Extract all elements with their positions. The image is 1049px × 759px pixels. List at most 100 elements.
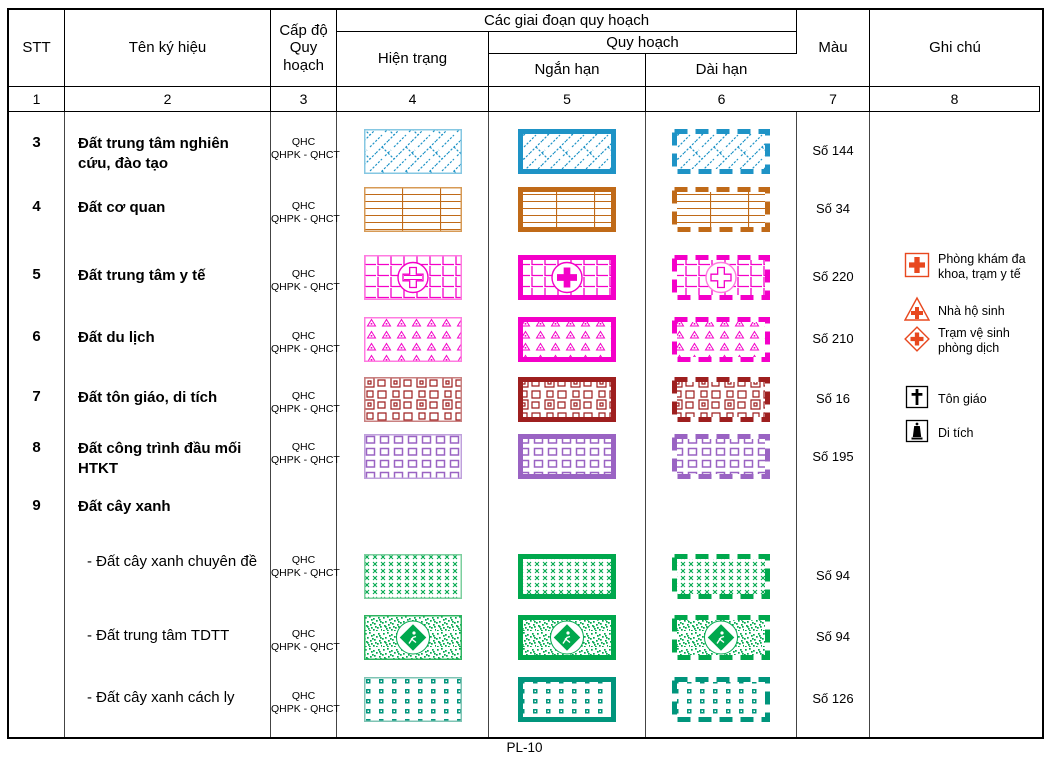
swatch-hien-trang (363, 434, 462, 484)
note-item: Tôn giáo (904, 384, 987, 413)
swatch-ngan-han (518, 129, 616, 179)
row-stt: 6 (32, 328, 41, 345)
row-name: Đất tôn giáo, di tích (78, 389, 218, 406)
swatch-ngan-han (518, 677, 616, 727)
row-color-number: Số 220 (812, 269, 854, 284)
relic-stupa-icon (904, 418, 930, 447)
swatch-ngan-han (518, 615, 616, 665)
swatch-dai-han (672, 129, 770, 179)
header-quy-hoach: Quy hoạch (489, 32, 797, 54)
swatch-dai-han (672, 187, 770, 237)
swatch-hien-trang (363, 187, 462, 237)
row-color-number: Số 195 (812, 449, 854, 464)
swatch-ngan-han (518, 317, 616, 367)
header-stt: STT (9, 10, 65, 87)
row-name: Đất công trình đầu mối HTKT (78, 440, 242, 477)
col-number-5: 5 (489, 87, 646, 112)
swatch-dai-han (672, 677, 770, 727)
row-planning-level: QHC QHPK - QHCT (271, 200, 340, 226)
row-planning-level: QHC QHPK - QHCT (271, 268, 340, 294)
col-number-4: 4 (337, 87, 489, 112)
row-color-number: Số 94 (816, 629, 850, 644)
column-hien-trang (337, 112, 489, 737)
note-label: Phòng khám đa khoa, trạm y tế (938, 252, 1026, 281)
swatch-hien-trang (363, 554, 462, 604)
row-color-number: Số 94 (816, 568, 850, 583)
note-label: Tôn giáo (938, 391, 987, 406)
header-mau: Màu (797, 10, 870, 87)
col-number-2: 2 (65, 87, 271, 112)
col-number-1: 1 (9, 87, 65, 112)
table-body: 3 4 5 6 7 8 9 Đất trung tâm nghiên cứu, đào tạ… (9, 112, 1042, 737)
row-stt: 7 (32, 388, 41, 405)
header-cap-do-quy-hoach: Cấp độ Quy hoạch (271, 10, 337, 87)
row-name: - Đất cây xanh cách ly (87, 689, 235, 706)
column-ghi-chu: Phòng khám đa khoa, trạm y tế Nhà hộ sinh… (870, 112, 1040, 737)
swatch-ngan-han (518, 554, 616, 604)
row-color-number: Số 16 (816, 391, 850, 406)
row-name: Đất trung tâm nghiên cứu, đào tạo (78, 135, 229, 172)
row-stt: 3 (32, 134, 41, 151)
column-cap-do: QHC QHPK - QHCT QHC QHPK - QHCT QHC QHPK - QH… (271, 112, 340, 737)
table-header: STT Tên ký hiệu Cấp độ Quy hoạch Các gia… (9, 10, 1042, 112)
row-planning-level: QHC QHPK - QHCT (271, 390, 340, 416)
planning-legend-table: STT Tên ký hiệu Cấp độ Quy hoạch Các gia… (7, 8, 1044, 739)
swatch-dai-han (672, 554, 770, 604)
row-name: - Đất cây xanh chuyên đề (87, 553, 258, 570)
row-stt: 8 (32, 439, 41, 456)
swatch-hien-trang (363, 677, 462, 727)
note-item: Di tích (904, 418, 973, 447)
row-stt: 5 (32, 266, 41, 283)
row-color-number: Số 144 (812, 143, 854, 158)
col-number-8: 8 (870, 87, 1040, 112)
row-color-number: Số 34 (816, 201, 850, 216)
note-label: Trạm vệ sinh phòng dịch (938, 326, 1010, 355)
row-name: Đất cơ quan (78, 199, 166, 216)
row-planning-level: QHC QHPK - QHCT (271, 136, 340, 162)
row-planning-level: QHC QHPK - QHCT (271, 628, 340, 654)
header-ngan-han: Ngắn hạn (489, 54, 646, 87)
religion-cross-icon (904, 384, 930, 413)
swatch-hien-trang (363, 255, 462, 305)
row-name: - Đất trung tâm TDTT (87, 627, 230, 644)
swatch-dai-han (672, 434, 770, 484)
swatch-hien-trang (363, 129, 462, 179)
header-ghi-chu: Ghi chú (870, 10, 1040, 87)
col-number-6: 6 (646, 87, 797, 112)
header-dai-han: Dài hạn (646, 54, 797, 87)
swatch-hien-trang (363, 317, 462, 367)
swatch-hien-trang (363, 377, 462, 427)
note-item: Trạm vệ sinh phòng dịch (904, 326, 1040, 355)
clinic-square-cross-icon (904, 252, 930, 281)
row-planning-level: QHC QHPK - QHCT (271, 690, 340, 716)
swatch-dai-han (672, 317, 770, 367)
row-planning-level: QHC QHPK - QHCT (271, 441, 340, 467)
column-dai-han (646, 112, 797, 737)
row-name: Đất trung tâm y tế (78, 267, 206, 284)
header-cac-giai-doan: Các giai đoạn quy hoạch (337, 10, 797, 32)
page-label: PL-10 (506, 740, 543, 755)
sanitary-diamond-cross-icon (904, 326, 930, 355)
col-number-3: 3 (271, 87, 337, 112)
note-label: Nhà hộ sinh (938, 303, 1005, 318)
row-color-number: Số 210 (812, 331, 854, 346)
maternity-triangle-cross-icon (903, 296, 931, 325)
swatch-hien-trang (363, 615, 462, 665)
swatch-dai-han (672, 615, 770, 665)
note-item: Phòng khám đa khoa, trạm y tế (904, 252, 1040, 281)
swatch-ngan-han (518, 187, 616, 237)
swatch-ngan-han (518, 434, 616, 484)
column-ten-ky-hieu: Đất trung tâm nghiên cứu, đào tạo Đất cơ … (65, 112, 271, 737)
row-name: Đất cây xanh (78, 498, 171, 515)
row-planning-level: QHC QHPK - QHCT (271, 330, 340, 356)
header-ten-ky-hieu: Tên ký hiệu (65, 10, 271, 87)
swatch-ngan-han (518, 377, 616, 427)
row-color-number: Số 126 (812, 691, 854, 706)
swatch-ngan-han (518, 255, 616, 305)
row-stt: 9 (32, 497, 41, 514)
note-label: Di tích (938, 425, 974, 440)
col-number-7: 7 (797, 87, 870, 112)
swatch-dai-han (672, 255, 770, 305)
note-item: Nhà hộ sinh (903, 296, 1005, 325)
